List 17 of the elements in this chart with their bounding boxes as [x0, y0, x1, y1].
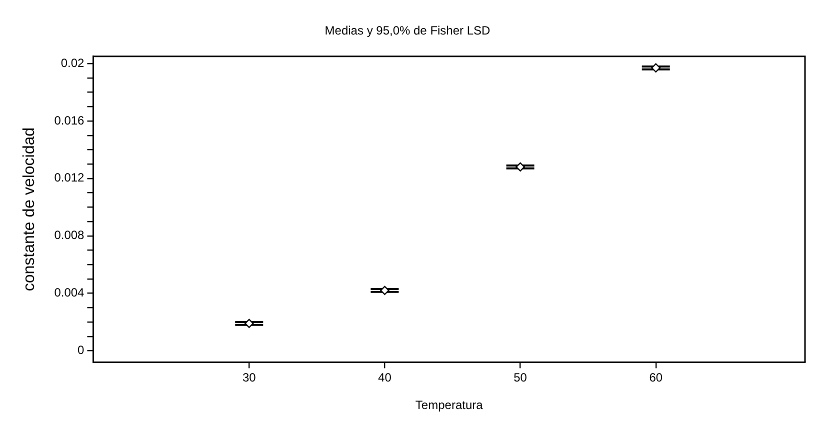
point — [516, 162, 525, 172]
point — [380, 286, 390, 296]
x-tick-label: 40 — [378, 370, 392, 385]
x-tick-label: 60 — [649, 370, 663, 385]
y-tick-label: 0.012 — [54, 170, 85, 185]
x-tick-label: 50 — [514, 370, 528, 385]
y-tick-label: 0 — [78, 343, 85, 358]
y-tick-label: 0.02 — [60, 56, 85, 70]
chart-title: Medias y 95,0% de Fisher LSD — [324, 24, 491, 38]
y-axis-title: constante de velocidad — [21, 127, 38, 292]
x-tick-label: 30 — [242, 370, 256, 385]
y-tick-label: 0.004 — [54, 286, 85, 300]
point — [244, 318, 254, 328]
y-tick-label: 0.016 — [54, 113, 85, 128]
point — [651, 63, 660, 72]
y-tick-label: 0.008 — [54, 228, 85, 242]
x-axis-title: Temperatura — [415, 398, 484, 412]
